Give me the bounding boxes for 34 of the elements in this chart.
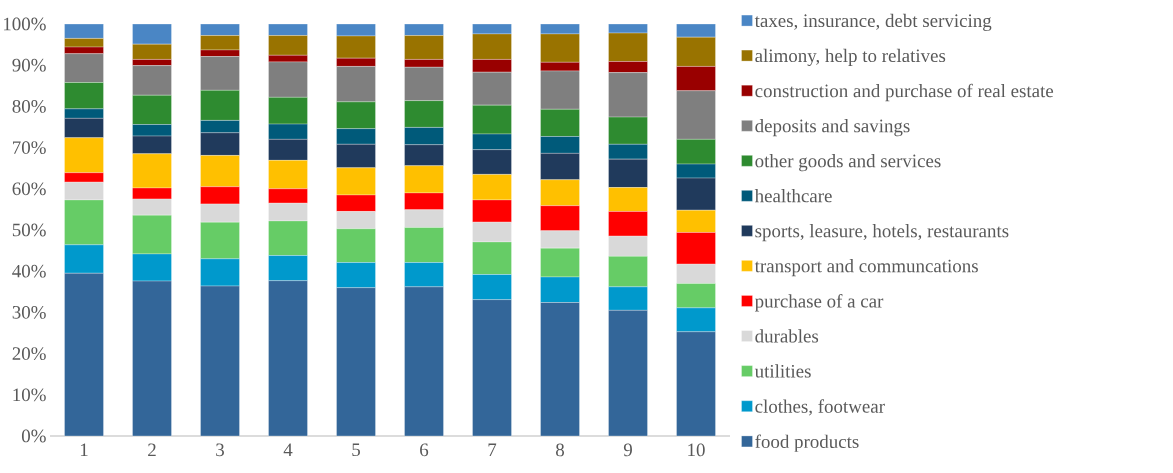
- y-tick-label: 30%: [12, 305, 46, 319]
- y-tick-label: 80%: [12, 99, 46, 113]
- legend-label: purchase of a car: [754, 294, 884, 312]
- y-tick-label: 40%: [12, 264, 46, 278]
- legend-label: transport and communcations: [754, 259, 978, 277]
- legend-label: construction and purchase of real estate: [755, 83, 1054, 102]
- legend-label: alimony, help to relatives: [755, 48, 946, 66]
- y-tick-label: 70%: [13, 141, 46, 155]
- x-tick-label: 9: [623, 443, 632, 457]
- y-tick-label: 100%: [3, 17, 46, 31]
- y-tick-label: 90%: [12, 58, 46, 72]
- x-tick-label: 6: [420, 443, 429, 457]
- legend-label: other goods and services: [755, 154, 941, 172]
- x-tick-label: 10: [688, 443, 705, 457]
- y-tick-label: 50%: [12, 223, 46, 237]
- x-tick-label: 1: [80, 443, 88, 457]
- x-tick-label: 3: [216, 443, 224, 457]
- y-tick-label: 10%: [13, 388, 46, 402]
- legend-label: utilities: [754, 364, 811, 378]
- legend-label: healthcare: [754, 189, 832, 203]
- y-tick-label: 60%: [12, 182, 46, 196]
- x-tick-label: 8: [556, 443, 565, 457]
- legend-label: food products: [755, 434, 859, 452]
- legend-label: durables: [755, 329, 819, 343]
- x-tick-label: 7: [488, 443, 497, 456]
- x-tick-label: 5: [352, 443, 360, 457]
- legend-label: clothes, footwear: [755, 399, 885, 416]
- legend-label: deposits and savings: [755, 119, 910, 137]
- x-tick-label: 2: [148, 443, 156, 457]
- y-tick-label: 20%: [12, 347, 46, 361]
- y-tick-label: 0%: [21, 429, 46, 443]
- legend-label: taxes, insurance, debt servicing: [754, 13, 992, 31]
- legend-label: sports, leasure, hotels, restaurants: [755, 224, 1009, 242]
- x-tick-label: 4: [283, 443, 293, 456]
